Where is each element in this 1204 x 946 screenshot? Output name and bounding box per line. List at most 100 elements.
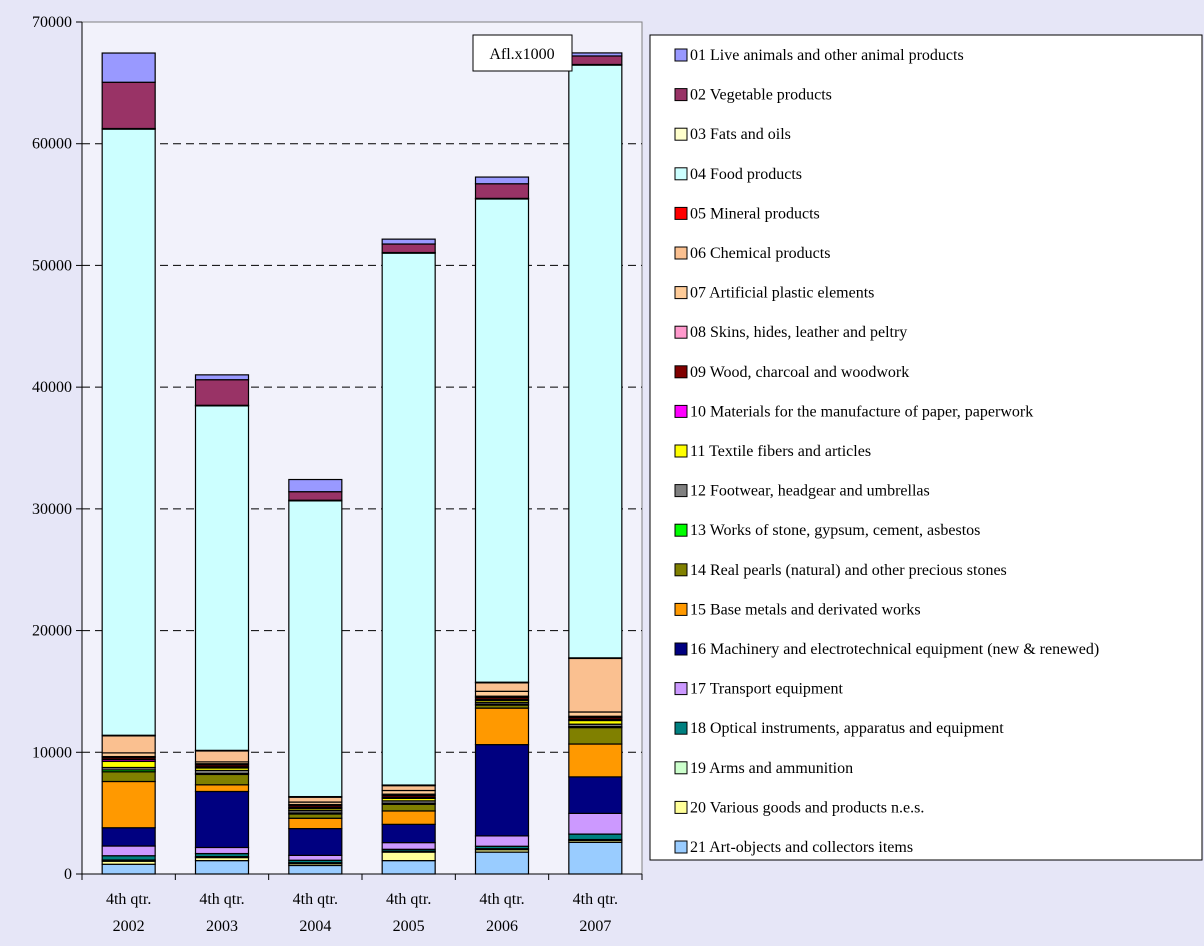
x-tick-label: 4th qtr. 2003 <box>199 891 244 935</box>
legend-label: 02 Vegetable products <box>690 87 832 104</box>
legend-label: 07 Artificial plastic elements <box>690 285 874 302</box>
legend-label: 06 Chemical products <box>690 245 830 262</box>
x-tick-label-line: 4th qtr. <box>106 891 151 908</box>
legend-label: 13 Works of stone, gypsum, cement, asbes… <box>690 522 980 539</box>
bar-segment <box>381 243 436 254</box>
legend-swatch <box>674 682 688 696</box>
plot-area <box>81 21 643 875</box>
bar-segment <box>194 784 250 793</box>
legend-swatch <box>674 286 688 300</box>
legend-label: 10 Materials for the manufacture of pape… <box>690 403 1033 420</box>
legend-label: 15 Base metals and derivated works <box>690 601 921 618</box>
y-tick-label: 70000 <box>32 14 72 31</box>
legend-box <box>649 34 1203 861</box>
x-tick-label-line: 4th qtr. <box>573 891 618 908</box>
legend-swatch <box>674 484 688 498</box>
legend-label: 11 Textile fibers and articles <box>690 443 871 460</box>
bar-segment <box>101 81 156 130</box>
bar-segment <box>474 835 530 847</box>
y-tick-label: 0 <box>64 866 72 883</box>
bar-segment <box>568 711 623 717</box>
bar-segment <box>568 776 623 814</box>
legend-label: 04 Food products <box>690 166 802 183</box>
x-tick-label-line: 2007 <box>579 918 611 935</box>
y-tick-label: 30000 <box>32 501 72 518</box>
bar-segment <box>194 750 250 763</box>
bar-segment <box>474 744 530 837</box>
bar-segment <box>474 690 530 697</box>
legend-label: 08 Skins, hides, leather and peltry <box>690 324 907 341</box>
legend-label: 14 Real pearls (natural) and other preci… <box>690 562 1007 579</box>
legend-swatch <box>674 642 688 656</box>
bar-segment <box>568 55 623 66</box>
x-tick-label-line: 4th qtr. <box>386 891 431 908</box>
bar-segment <box>288 817 343 830</box>
bar-segment <box>194 860 250 875</box>
y-tick-label: 60000 <box>32 136 72 153</box>
legend-swatch <box>674 602 688 616</box>
bar-segment <box>381 841 436 850</box>
bar-segment <box>568 52 623 57</box>
y-tick-label: 20000 <box>32 623 72 640</box>
bar-segment <box>474 707 530 746</box>
legend-label: 19 Arms and ammunition <box>690 760 853 777</box>
bar-segment <box>101 128 156 736</box>
legend-swatch <box>674 325 688 339</box>
legend-label: 01 Live animals and other animal product… <box>690 47 964 64</box>
bar-segment <box>381 252 436 786</box>
unit-label-box <box>472 34 573 72</box>
legend-swatch <box>674 206 688 220</box>
bar-segment <box>474 682 530 692</box>
legend-label: 20 Various goods and products n.e.s. <box>690 799 924 816</box>
bar-segment <box>194 773 250 786</box>
bar-segment <box>101 863 156 875</box>
legend-swatch <box>674 246 688 260</box>
bar-segment <box>194 405 250 751</box>
bar-segment <box>381 860 436 875</box>
x-tick-label-line: 2005 <box>393 918 425 935</box>
bar-segment <box>101 855 156 861</box>
bar-segment <box>288 491 343 501</box>
bar-segment <box>288 813 343 819</box>
x-tick-label-line: 4th qtr. <box>199 891 244 908</box>
bar-segment <box>288 500 343 798</box>
x-tick-label: 4th qtr. 2005 <box>386 891 431 935</box>
legend-swatch <box>674 88 688 102</box>
bar-segment <box>568 812 623 835</box>
legend-swatch <box>674 365 688 379</box>
bar-segment <box>101 771 156 783</box>
bar-segment <box>381 785 436 792</box>
bar-segment <box>101 780 156 829</box>
bar-segment <box>288 478 343 493</box>
legend-swatch <box>674 721 688 735</box>
y-tick-label: 40000 <box>32 379 72 396</box>
legend-swatch <box>674 840 688 854</box>
bar-segment <box>474 183 530 199</box>
x-tick-label: 4th qtr. 2004 <box>293 891 338 935</box>
bar-segment <box>288 864 343 875</box>
bar-segment <box>568 841 623 875</box>
legend-label: 21 Art-objects and collectors items <box>690 839 913 856</box>
bar-segment <box>101 827 156 847</box>
legend-label: 16 Machinery and electrotechnical equipm… <box>690 641 1099 658</box>
legend-swatch <box>674 761 688 775</box>
legend-label: 09 Wood, charcoal and woodwork <box>690 364 909 381</box>
bar-segment <box>568 657 623 713</box>
bar-segment <box>474 198 530 683</box>
bar-segment <box>288 854 343 861</box>
bar-segment <box>568 743 623 778</box>
legend-swatch <box>674 48 688 62</box>
bar-segment <box>101 760 156 769</box>
legend-label: 17 Transport equipment <box>690 681 843 698</box>
legend-swatch <box>674 404 688 418</box>
x-tick-label: 4th qtr. 2002 <box>106 891 151 935</box>
x-tick-label-line: 2002 <box>113 918 145 935</box>
bar-segment <box>194 374 250 381</box>
bar-segment <box>568 833 623 841</box>
bar-segment <box>474 176 530 185</box>
bar-segment <box>101 735 156 754</box>
bar-segment <box>568 726 623 745</box>
bar-segment <box>381 803 436 812</box>
